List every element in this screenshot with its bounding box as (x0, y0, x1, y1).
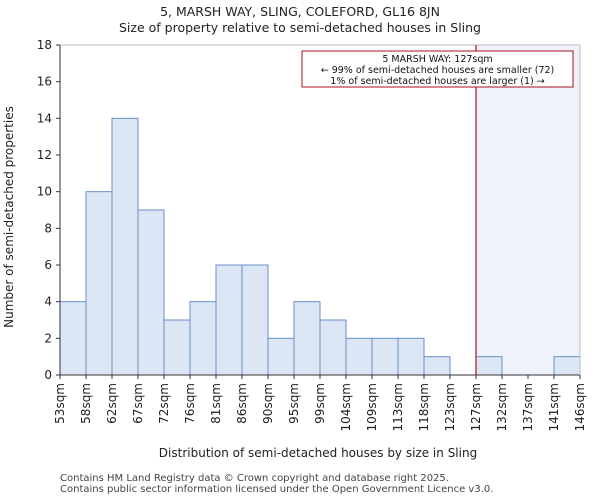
bar-127sqm (475, 356, 503, 376)
x-tick-label-146sqm: 146sqm (573, 383, 587, 431)
x-tick-label-53sqm: 53sqm (53, 383, 67, 424)
y-tick-label-4: 4 (44, 295, 52, 309)
annotation-title: 5 MARSH WAY: 127sqm (382, 54, 492, 65)
x-tick-label-86sqm: 86sqm (235, 383, 249, 424)
x-tick-label-76sqm: 76sqm (183, 383, 197, 424)
bar-86sqm (241, 264, 269, 376)
bar-104sqm (345, 337, 373, 376)
y-tick-label-8: 8 (44, 221, 52, 235)
bar-99sqm (319, 319, 347, 376)
y-axis-label: Number of semi-detached properties (2, 106, 16, 328)
bar-118sqm (423, 356, 451, 376)
x-tick-label-104sqm: 104sqm (339, 383, 353, 431)
footer-licence: Contains public sector information licen… (60, 484, 494, 495)
chart-subtitle: Size of property relative to semi-detach… (118, 20, 481, 35)
bar-81sqm (215, 264, 243, 376)
bar-113sqm (397, 337, 425, 376)
bar-62sqm (111, 117, 139, 376)
x-tick-label-137sqm: 137sqm (521, 383, 535, 431)
x-tick-label-141sqm: 141sqm (547, 383, 561, 431)
y-tick-label-16: 16 (37, 75, 52, 89)
y-tick-label-2: 2 (44, 331, 52, 345)
highlight-region (476, 45, 580, 375)
bar-90sqm (267, 337, 295, 376)
annotation-smaller: ← 99% of semi-detached houses are smalle… (321, 65, 555, 76)
y-tick-label-10: 10 (37, 185, 52, 199)
x-tick-label-62sqm: 62sqm (105, 383, 119, 424)
x-tick-label-118sqm: 118sqm (417, 383, 431, 431)
y-tick-label-14: 14 (37, 111, 52, 125)
bar-76sqm (189, 301, 217, 376)
x-tick-label-99sqm: 99sqm (313, 383, 327, 424)
x-tick-label-109sqm: 109sqm (365, 383, 379, 431)
x-tick-label-113sqm: 113sqm (391, 383, 405, 431)
x-tick-label-67sqm: 67sqm (131, 383, 145, 424)
bar-109sqm (371, 337, 399, 376)
y-tick-label-12: 12 (37, 148, 52, 162)
y-tick-label-18: 18 (37, 38, 52, 52)
y-tick-label-6: 6 (44, 258, 52, 272)
bar-67sqm (137, 209, 165, 376)
x-tick-label-72sqm: 72sqm (157, 383, 171, 424)
bar-53sqm (59, 301, 87, 376)
x-tick-label-90sqm: 90sqm (261, 383, 275, 424)
chart-title: 5, MARSH WAY, SLING, COLEFORD, GL16 8JN (160, 4, 440, 19)
annotation-larger: 1% of semi-detached houses are larger (1… (330, 76, 544, 87)
footer-copyright: Contains HM Land Registry data © Crown c… (60, 473, 449, 484)
x-tick-label-58sqm: 58sqm (79, 383, 93, 424)
annotation-box (301, 50, 574, 88)
x-tick-label-127sqm: 127sqm (469, 383, 483, 431)
x-axis-label: Distribution of semi-detached houses by … (159, 446, 477, 460)
bar-141sqm (553, 356, 581, 376)
bar-95sqm (293, 301, 321, 376)
y-tick-label-0: 0 (44, 368, 52, 382)
x-tick-label-132sqm: 132sqm (495, 383, 509, 431)
x-tick-label-123sqm: 123sqm (443, 383, 457, 431)
bar-58sqm (85, 191, 113, 376)
x-tick-label-95sqm: 95sqm (287, 383, 301, 424)
x-tick-label-81sqm: 81sqm (209, 383, 223, 424)
bar-72sqm (163, 319, 191, 376)
